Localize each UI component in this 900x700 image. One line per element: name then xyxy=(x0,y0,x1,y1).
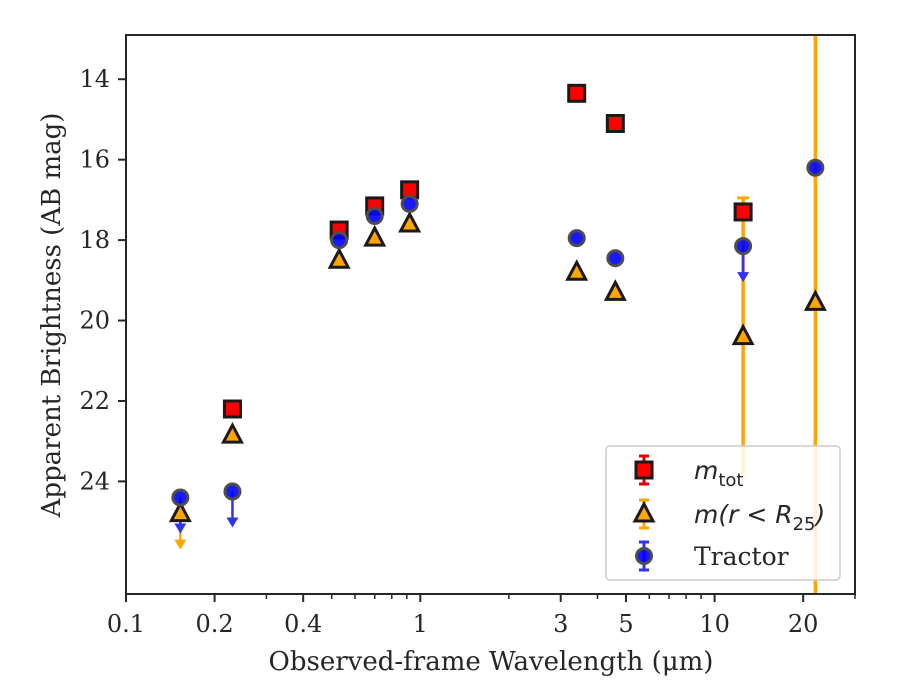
circle-point-2 xyxy=(330,231,349,250)
y-tick-label: 20 xyxy=(79,307,110,335)
x-tick-label: 0.4 xyxy=(284,610,322,638)
legend: mtot m(r < R25) Tractor xyxy=(605,445,841,581)
circle-point-5 xyxy=(567,229,586,248)
upper-limit-head xyxy=(737,272,750,283)
upper-limit-head xyxy=(174,539,187,550)
x-tick-label: 5 xyxy=(618,610,633,638)
circle-point-1 xyxy=(223,482,242,501)
legend-label: Tractor xyxy=(694,542,789,571)
circle-point-3 xyxy=(365,206,384,225)
triangle-point-6 xyxy=(603,279,627,301)
legend-marker xyxy=(635,547,653,565)
axes-frame xyxy=(125,34,856,595)
circle-point-7 xyxy=(734,237,753,256)
y-tick-label: 22 xyxy=(79,387,110,415)
axes: 0.1 0.2 0.4 1 3 5 10 20 14 16 18 20 22 24 xyxy=(79,34,856,638)
legend-box xyxy=(605,445,841,581)
y-tick-label: 16 xyxy=(79,146,110,174)
triangle-point-3 xyxy=(363,224,387,247)
y-axis-label: Apparent Brightness (AB mag) xyxy=(37,113,67,519)
upper-limit-head xyxy=(226,517,239,528)
y-tick-label: 18 xyxy=(79,226,110,254)
legend-label: mtot xyxy=(694,456,744,491)
circle-point-6 xyxy=(606,249,625,268)
plot-area xyxy=(168,35,827,594)
y-tick-label: 14 xyxy=(79,65,110,93)
triangle-point-5 xyxy=(565,259,589,281)
square-point-4 xyxy=(567,83,587,103)
triangle-point-2 xyxy=(327,247,351,269)
square-point-6 xyxy=(733,202,753,222)
x-tick-label: 1 xyxy=(413,610,428,638)
legend-marker xyxy=(632,500,656,523)
triangle-point-0 xyxy=(168,500,192,523)
upper-limit-head xyxy=(174,523,187,534)
square-point-0 xyxy=(222,399,242,419)
x-tick-label: 0.1 xyxy=(107,610,145,638)
triangle-point-7 xyxy=(731,323,755,346)
circle-point-4 xyxy=(400,194,419,213)
triangle-point-8 xyxy=(803,289,827,311)
y-tick-label: 24 xyxy=(79,467,110,495)
triangle-point-1 xyxy=(220,421,244,444)
x-axis-label: Observed-frame Wavelength (μm) xyxy=(269,647,714,677)
x-tick-label: 10 xyxy=(699,610,730,638)
circle-point-0 xyxy=(171,488,190,507)
x-tick-label: 0.2 xyxy=(196,610,234,638)
x-tick-label: 3 xyxy=(553,610,568,638)
legend-marker xyxy=(634,460,654,480)
x-tick-label: 20 xyxy=(788,610,819,638)
circle-point-8 xyxy=(806,158,825,177)
triangle-point-4 xyxy=(398,210,422,233)
square-point-5 xyxy=(605,113,625,133)
legend-label: m(r < R25) xyxy=(694,500,825,535)
